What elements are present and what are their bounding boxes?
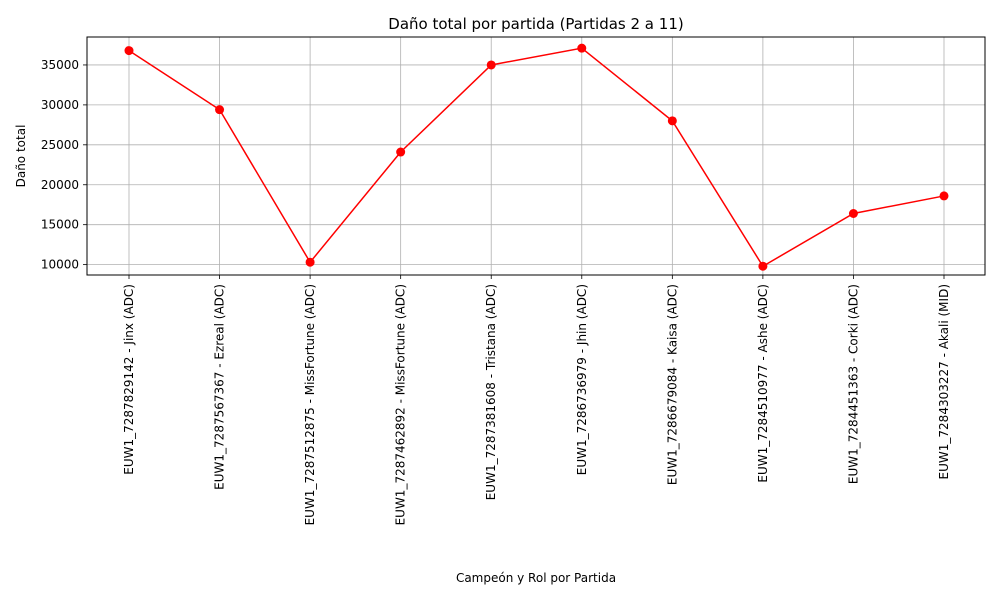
plot-frame — [86, 36, 986, 276]
data-point — [215, 105, 225, 115]
data-point — [848, 209, 858, 219]
data-point — [396, 147, 406, 157]
data-point — [667, 116, 677, 126]
data-point — [939, 191, 949, 201]
x-tick-label: EUW1_7287462892 - MissFortune (ADC) — [394, 284, 408, 525]
x-tick-label: EUW1_7286679084 - Kaisa (ADC) — [665, 284, 679, 485]
data-point — [486, 60, 496, 70]
data-point — [124, 46, 134, 56]
x-tick-label: EUW1_7287381608 - Tristana (ADC) — [484, 284, 498, 500]
y-tick-label: 10000 — [41, 258, 79, 272]
data-point — [758, 261, 768, 271]
y-axis-label: Daño total — [14, 125, 28, 188]
data-point — [577, 43, 587, 53]
y-tick-label: 35000 — [41, 58, 79, 72]
x-axis-label: Campeón y Rol por Partida — [456, 571, 616, 585]
chart-title: Daño total por partida (Partidas 2 a 11) — [388, 15, 683, 33]
x-tick-label: EUW1_7287512875 - MissFortune (ADC) — [303, 284, 317, 525]
x-tick-label: EUW1_7287829142 - Jinx (ADC) — [122, 284, 136, 475]
grid — [87, 37, 985, 275]
y-tick-label: 25000 — [41, 138, 79, 152]
x-tick-label: EUW1_7284510977 - Ashe (ADC) — [756, 284, 770, 483]
x-tick-label: EUW1_7286736979 - Jhin (ADC) — [575, 284, 589, 475]
x-tick-label: EUW1_7284451363 - Corki (ADC) — [846, 284, 860, 484]
series-line — [128, 47, 945, 268]
y-tick-label: 15000 — [41, 218, 79, 232]
x-tick-label: EUW1_7284303227 - Akali (MID) — [937, 284, 951, 479]
data-point — [305, 257, 315, 267]
y-tick-label: 20000 — [41, 178, 79, 192]
series-layer — [124, 43, 949, 271]
axes: EUW1_7287829142 - Jinx (ADC) EUW1_7287567… — [41, 58, 951, 525]
y-tick-label: 30000 — [41, 98, 79, 112]
x-tick-label: EUW1_7287567367 - Ezreal (ADC) — [213, 284, 227, 490]
